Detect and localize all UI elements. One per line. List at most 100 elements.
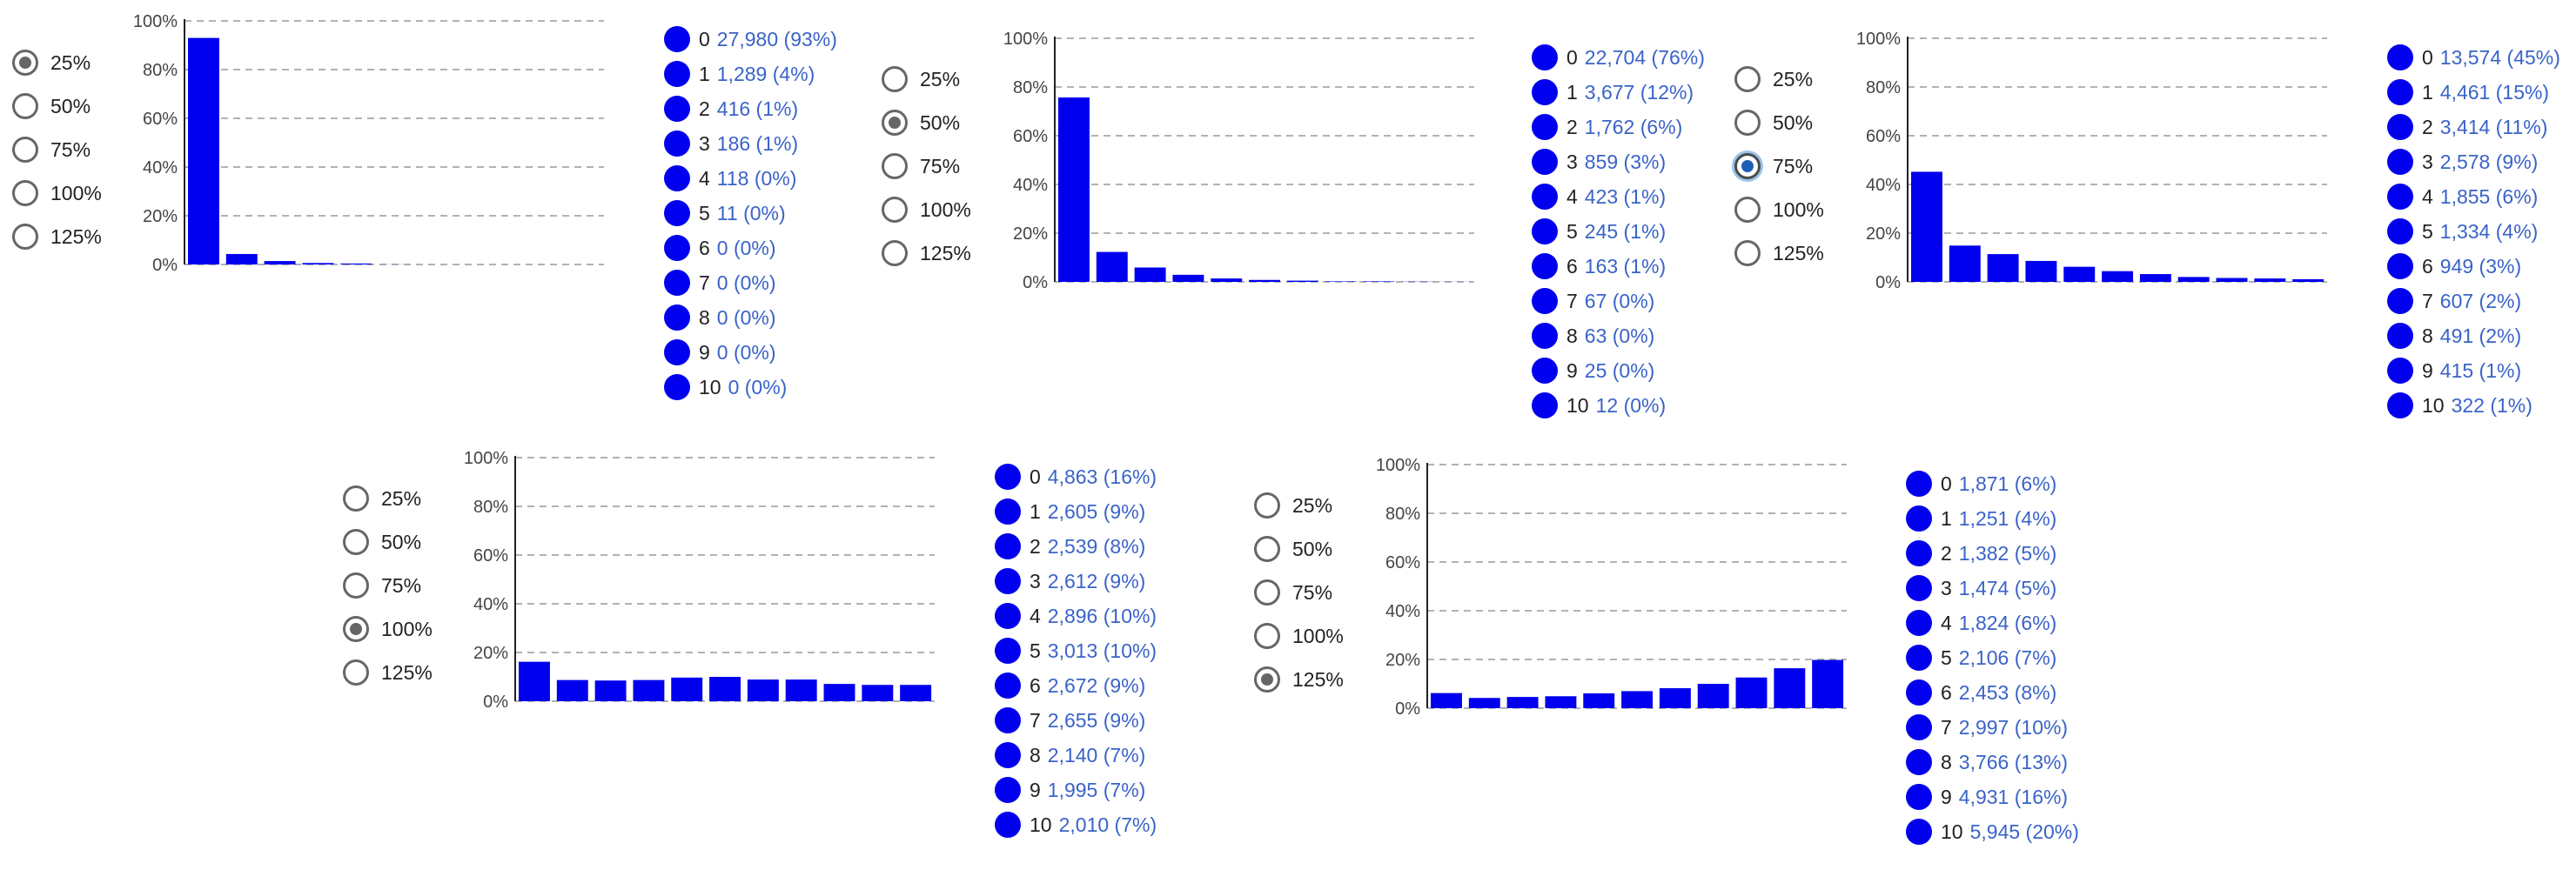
radio-option-125[interactable]: 125%	[343, 656, 433, 689]
legend-value[interactable]: 1,762 (6%)	[1584, 115, 1683, 138]
legend-value[interactable]: 1,474 (5%)	[1958, 576, 2057, 599]
bar-6[interactable]	[1659, 688, 1691, 708]
legend-value[interactable]: 22,704 (76%)	[1584, 45, 1705, 69]
legend-value[interactable]: 4,863 (16%)	[1047, 465, 1157, 488]
bar-3[interactable]	[302, 263, 334, 264]
bar-10[interactable]	[900, 685, 932, 701]
radio-option-50[interactable]: 50%	[343, 525, 421, 559]
legend-value[interactable]: 416 (1%)	[716, 97, 799, 120]
legend-value[interactable]: 4,461 (15%)	[2439, 80, 2550, 104]
radio-button[interactable]	[1734, 66, 1761, 92]
radio-button[interactable]	[882, 110, 908, 136]
radio-option-25[interactable]: 25%	[12, 46, 91, 79]
radio-button[interactable]	[343, 616, 369, 642]
radio-button[interactable]	[882, 66, 908, 92]
radio-button[interactable]	[12, 137, 38, 163]
legend-value[interactable]: 3,013 (10%)	[1047, 639, 1157, 662]
legend-value[interactable]: 859 (3%)	[1584, 150, 1667, 173]
radio-option-25[interactable]: 25%	[882, 63, 960, 96]
bar-0[interactable]	[1911, 171, 1942, 282]
bar-3[interactable]	[633, 679, 665, 701]
radio-option-100[interactable]: 100%	[1254, 619, 1344, 652]
radio-option-50[interactable]: 50%	[882, 106, 960, 139]
radio-button[interactable]	[1254, 536, 1280, 562]
legend-value[interactable]: 163 (1%)	[1584, 254, 1667, 278]
legend-value[interactable]: 3,677 (12%)	[1584, 80, 1694, 104]
legend-value[interactable]: 607 (2%)	[2439, 289, 2522, 312]
legend-value[interactable]: 949 (3%)	[2439, 254, 2522, 278]
legend-value[interactable]: 1,995 (7%)	[1047, 778, 1146, 801]
bar-2[interactable]	[1506, 697, 1539, 708]
bar-10[interactable]	[1812, 659, 1844, 708]
radio-option-125[interactable]: 125%	[1734, 237, 1824, 270]
radio-button[interactable]	[1734, 153, 1761, 179]
radio-option-25[interactable]: 25%	[1254, 489, 1332, 522]
legend-value[interactable]: 27,980 (93%)	[716, 27, 837, 50]
bar-2[interactable]	[594, 680, 627, 701]
legend-value[interactable]: 3,414 (11%)	[2439, 115, 2548, 138]
radio-button[interactable]	[1254, 666, 1280, 693]
legend-value[interactable]: 67 (0%)	[1584, 289, 1655, 312]
radio-option-100[interactable]: 100%	[12, 177, 102, 210]
bar-0[interactable]	[1431, 693, 1462, 708]
legend-value[interactable]: 2,539 (8%)	[1047, 534, 1146, 558]
bar-7[interactable]	[1697, 684, 1729, 708]
legend-value[interactable]: 2,453 (8%)	[1958, 680, 2057, 704]
bar-3[interactable]	[1172, 274, 1204, 282]
legend-value[interactable]: 415 (1%)	[2439, 358, 2522, 382]
legend-value[interactable]: 63 (0%)	[1584, 324, 1655, 347]
radio-button[interactable]	[12, 224, 38, 250]
bar-1[interactable]	[1096, 251, 1128, 282]
bar-1[interactable]	[225, 253, 258, 264]
bar-2[interactable]	[1987, 254, 2019, 282]
bar-8[interactable]	[823, 684, 855, 701]
legend-value[interactable]: 1,334 (4%)	[2439, 219, 2539, 243]
radio-option-50[interactable]: 50%	[12, 90, 91, 123]
legend-value[interactable]: 423 (1%)	[1584, 184, 1667, 208]
radio-option-25[interactable]: 25%	[343, 482, 421, 515]
radio-button[interactable]	[12, 93, 38, 119]
radio-option-100[interactable]: 100%	[343, 612, 433, 646]
legend-value[interactable]: 0 (0%)	[716, 236, 776, 259]
bar-10[interactable]	[2292, 278, 2324, 282]
legend-value[interactable]: 12 (0%)	[1595, 393, 1667, 417]
bar-7[interactable]	[2177, 277, 2210, 282]
legend-value[interactable]: 186 (1%)	[716, 131, 799, 155]
bar-0[interactable]	[519, 661, 550, 701]
radio-option-125[interactable]: 125%	[12, 220, 102, 253]
legend-value[interactable]: 2,578 (9%)	[2439, 150, 2539, 173]
legend-value[interactable]: 245 (1%)	[1584, 219, 1667, 243]
bar-4[interactable]	[2063, 266, 2096, 282]
radio-button[interactable]	[1734, 197, 1761, 223]
radio-button[interactable]	[343, 572, 369, 599]
legend-value[interactable]: 491 (2%)	[2439, 324, 2522, 347]
radio-option-100[interactable]: 100%	[882, 193, 971, 226]
legend-value[interactable]: 2,997 (10%)	[1958, 715, 2069, 739]
radio-button[interactable]	[343, 485, 369, 512]
radio-button[interactable]	[1254, 492, 1280, 519]
radio-option-125[interactable]: 125%	[1254, 663, 1344, 696]
radio-button[interactable]	[343, 659, 369, 686]
radio-option-75[interactable]: 75%	[1254, 576, 1332, 609]
legend-value[interactable]: 322 (1%)	[2451, 393, 2532, 417]
bar-8[interactable]	[1735, 677, 1768, 708]
legend-value[interactable]: 2,672 (9%)	[1047, 673, 1146, 697]
bar-8[interactable]	[1363, 281, 1395, 282]
bar-7[interactable]	[785, 679, 817, 701]
radio-button[interactable]	[882, 197, 908, 223]
legend-value[interactable]: 0 (0%)	[728, 375, 788, 398]
bar-7[interactable]	[1325, 281, 1357, 282]
legend-value[interactable]: 1,871 (6%)	[1958, 472, 2057, 495]
radio-option-100[interactable]: 100%	[1734, 193, 1824, 226]
bar-6[interactable]	[747, 679, 779, 701]
legend-value[interactable]: 13,574 (45%)	[2439, 45, 2560, 69]
bar-9[interactable]	[862, 685, 894, 701]
radio-button[interactable]	[1734, 240, 1761, 266]
radio-button[interactable]	[12, 180, 38, 206]
legend-value[interactable]: 2,612 (9%)	[1047, 569, 1146, 592]
radio-button[interactable]	[1254, 623, 1280, 649]
legend-value[interactable]: 2,605 (9%)	[1047, 499, 1146, 523]
bar-6[interactable]	[1286, 280, 1318, 282]
bar-5[interactable]	[2102, 271, 2134, 282]
bar-0[interactable]	[188, 37, 219, 264]
